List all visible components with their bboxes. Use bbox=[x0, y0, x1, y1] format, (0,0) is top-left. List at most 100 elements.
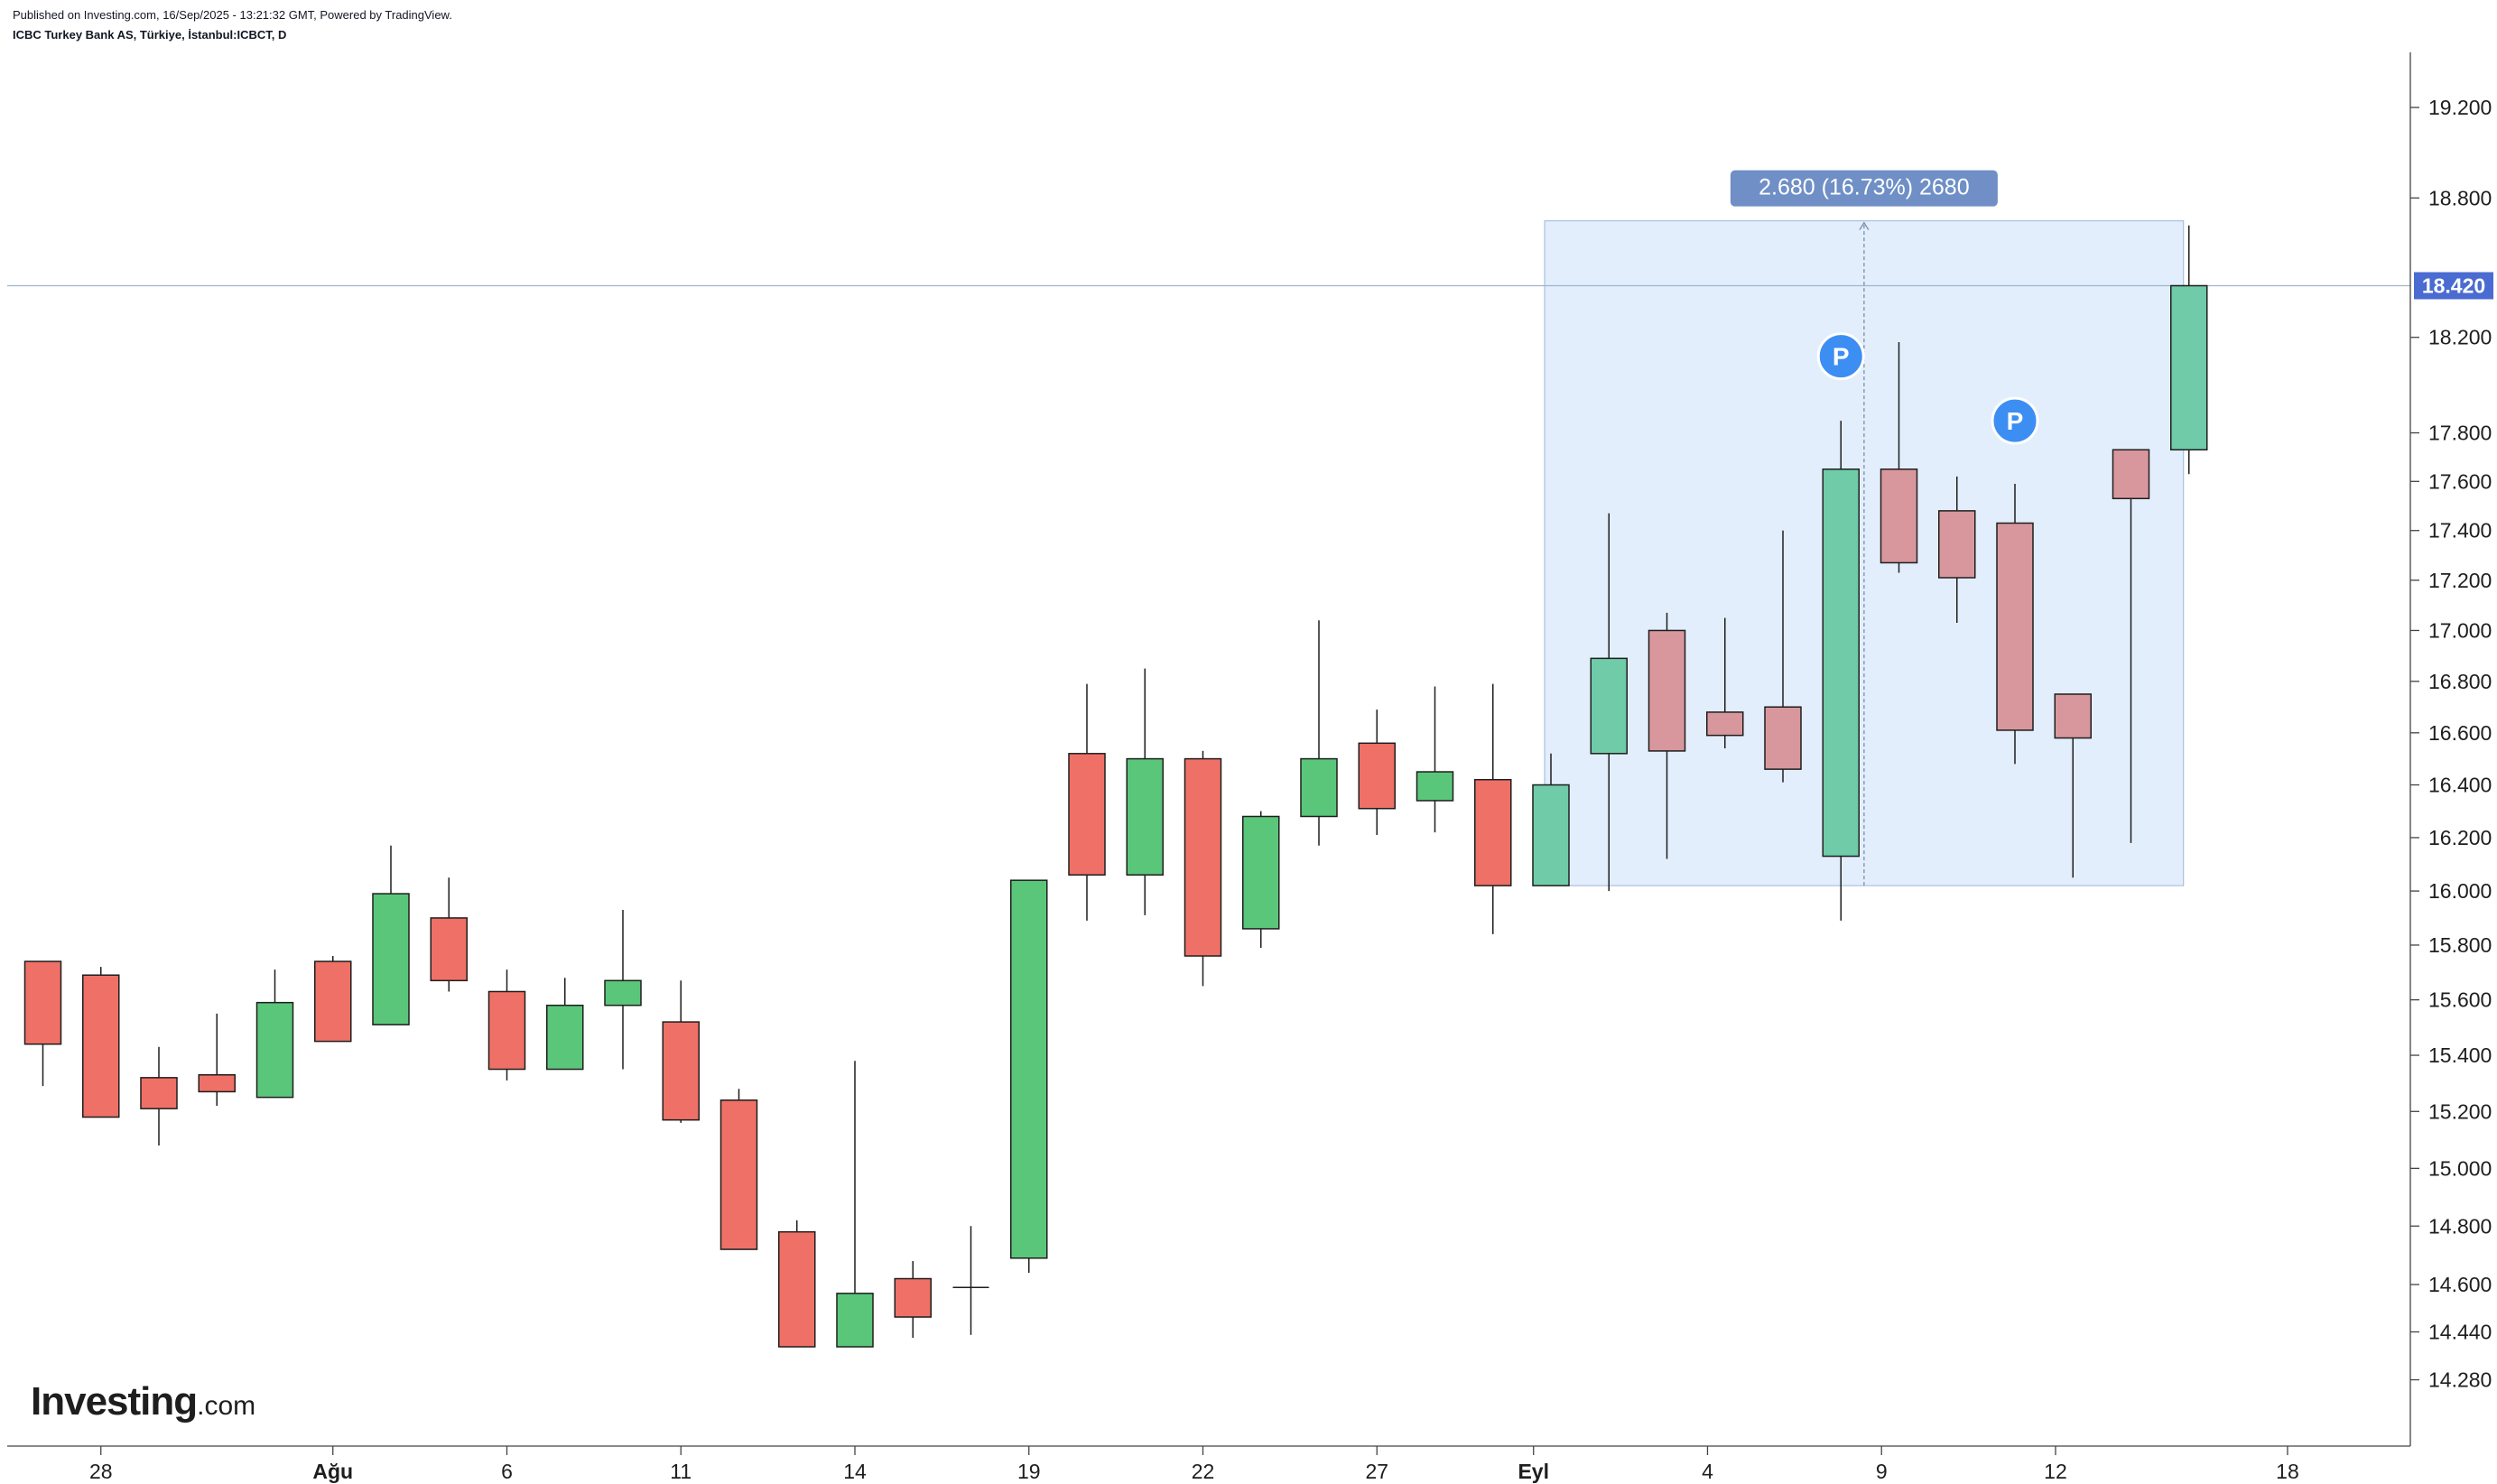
candle bbox=[1184, 750, 1222, 987]
candle bbox=[140, 1046, 178, 1146]
candle-body bbox=[23, 960, 62, 1045]
candle-body bbox=[314, 960, 352, 1043]
candle-body bbox=[719, 1099, 758, 1250]
candle-layer bbox=[23, 225, 2208, 1348]
candle bbox=[1648, 612, 1686, 859]
candle bbox=[1416, 686, 1454, 833]
candle-body bbox=[1300, 757, 1338, 818]
candle-body bbox=[198, 1073, 236, 1093]
candle bbox=[836, 1061, 874, 1348]
candle bbox=[1706, 617, 1744, 749]
candle bbox=[1010, 879, 1048, 1274]
candle-body bbox=[604, 979, 642, 1006]
candle bbox=[2170, 225, 2208, 475]
p-marker: P bbox=[1816, 332, 1865, 381]
x-tick-label: 6 bbox=[501, 1460, 513, 1483]
candle-body bbox=[1126, 757, 1164, 876]
y-tick-label: 18.200 bbox=[2428, 326, 2492, 349]
logo-suffix: .com bbox=[197, 1391, 256, 1421]
candle-body bbox=[662, 1021, 700, 1121]
candle bbox=[372, 845, 410, 1025]
candle-body bbox=[1938, 510, 1976, 579]
candle bbox=[1068, 683, 1106, 921]
candle bbox=[82, 967, 120, 1118]
candle-body bbox=[1822, 468, 1860, 858]
y-tick-label: 17.200 bbox=[2428, 569, 2492, 592]
candle bbox=[1532, 753, 1570, 886]
candle bbox=[1590, 513, 1628, 892]
x-tick-label: 4 bbox=[1702, 1460, 1713, 1483]
y-tick-label: 17.400 bbox=[2428, 519, 2492, 543]
candle-body bbox=[255, 1001, 294, 1099]
candle bbox=[1880, 341, 1918, 573]
candle bbox=[952, 1226, 989, 1335]
candle-body bbox=[2112, 449, 2150, 500]
candle-body bbox=[1648, 629, 1686, 752]
candle bbox=[1242, 811, 1280, 948]
candle-body bbox=[1706, 711, 1744, 737]
published-info: Published on Investing.com, 16/Sep/2025 … bbox=[13, 8, 452, 22]
y-tick-label: 15.200 bbox=[2428, 1099, 2492, 1123]
p-marker-label: P bbox=[1833, 343, 1850, 371]
p-marker: P bbox=[1991, 396, 2039, 445]
investing-logo: Investing.com bbox=[31, 1379, 255, 1424]
y-tick-label: 15.400 bbox=[2428, 1043, 2492, 1067]
candle-body bbox=[82, 974, 120, 1118]
y-tick-label: 14.600 bbox=[2428, 1273, 2492, 1296]
candle bbox=[1938, 476, 1976, 624]
candle bbox=[1822, 421, 1860, 921]
y-tick-label: 17.800 bbox=[2428, 422, 2492, 445]
overlay-layer: 2.680 (16.73%) 2680 P P bbox=[1730, 170, 2039, 886]
candle bbox=[1996, 484, 2034, 765]
y-tick-label: 14.800 bbox=[2428, 1214, 2492, 1238]
x-tick-label: 27 bbox=[1365, 1460, 1388, 1483]
candle bbox=[719, 1089, 758, 1250]
measure-arrow-head bbox=[1859, 221, 1870, 231]
y-tick-label: 18.800 bbox=[2428, 186, 2492, 209]
candle-body bbox=[1242, 815, 1280, 930]
candle bbox=[2112, 449, 2150, 843]
y-tick-label: 17.600 bbox=[2428, 469, 2492, 493]
y-tick-label: 17.000 bbox=[2428, 618, 2492, 642]
logo-main: Investing bbox=[31, 1379, 198, 1424]
x-tick-label: Ağu bbox=[312, 1460, 353, 1483]
candle-body bbox=[1532, 784, 1570, 886]
candle-body bbox=[1474, 778, 1512, 886]
candle-body bbox=[1010, 879, 1048, 1259]
candle-body bbox=[430, 917, 468, 982]
measure-label-box bbox=[1730, 170, 1998, 207]
y-tick-label: 15.000 bbox=[2428, 1156, 2492, 1180]
p-marker-circle bbox=[1816, 332, 1865, 381]
candle bbox=[487, 969, 526, 1081]
candle-body bbox=[778, 1230, 816, 1348]
candle-body bbox=[1764, 706, 1802, 770]
y-tick-label: 16.000 bbox=[2428, 879, 2492, 903]
candle bbox=[778, 1220, 816, 1348]
y-tick-label: 15.600 bbox=[2428, 988, 2492, 1012]
candle bbox=[23, 960, 62, 1087]
candle-body bbox=[1880, 468, 1918, 564]
candle-body bbox=[487, 990, 526, 1071]
y-tick-label: 16.800 bbox=[2428, 670, 2492, 693]
y-tick-label: 16.600 bbox=[2428, 721, 2492, 745]
y-tick-label: 16.400 bbox=[2428, 774, 2492, 797]
y-tick-label: 15.800 bbox=[2428, 933, 2492, 957]
candle-body bbox=[2054, 693, 2092, 739]
candle bbox=[430, 877, 468, 992]
x-tick-label: Eyl bbox=[1518, 1460, 1549, 1483]
candle-body bbox=[836, 1293, 874, 1348]
candle bbox=[894, 1261, 932, 1339]
candle-body bbox=[1590, 657, 1628, 755]
axis-layer: 14.280 14.440 14.600 14.800 15.000 15.200 15.4… bbox=[7, 52, 2493, 1483]
candle bbox=[1300, 620, 1338, 846]
candle-body bbox=[140, 1077, 178, 1109]
y-tick-label: 14.280 bbox=[2428, 1368, 2492, 1392]
y-tick-label: 14.440 bbox=[2428, 1320, 2492, 1343]
x-tick-label: 14 bbox=[843, 1460, 867, 1483]
candle bbox=[604, 909, 642, 1070]
x-tick-label: 19 bbox=[1017, 1460, 1041, 1483]
y-tick-label: 19.200 bbox=[2428, 96, 2492, 119]
x-tick-label: 12 bbox=[2044, 1460, 2067, 1483]
candle bbox=[314, 956, 352, 1043]
